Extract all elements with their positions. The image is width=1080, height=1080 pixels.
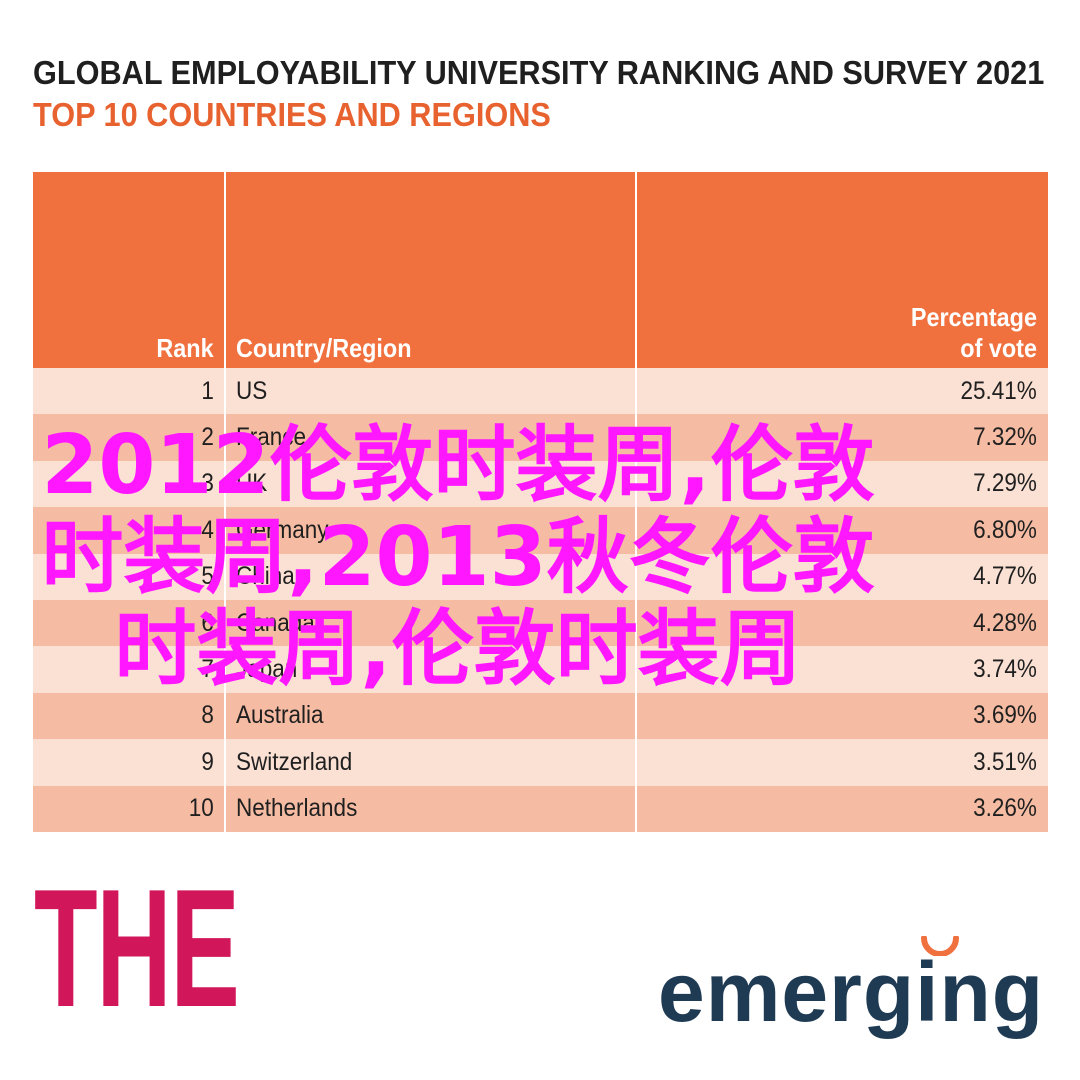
- country-cell-text: Australia: [236, 701, 324, 730]
- header-rank: Rank: [33, 172, 226, 368]
- country-cell: Canada: [226, 599, 637, 647]
- header-country-label: Country/Region: [236, 333, 412, 363]
- country-cell-text: China: [236, 562, 295, 591]
- percentage-cell: 4.77%: [637, 554, 1048, 600]
- country-cell: Netherlands: [226, 785, 637, 832]
- percentage-cell-text: 3.69%: [973, 701, 1037, 730]
- percentage-cell-text: 3.26%: [973, 794, 1037, 823]
- rank-cell-text: 4: [201, 515, 214, 544]
- rank-cell: 9: [33, 739, 226, 786]
- percentage-cell: 7.29%: [637, 461, 1048, 507]
- country-cell: US: [226, 368, 637, 415]
- country-cell-text: Germany: [236, 515, 329, 544]
- ranking-table: Rank Country/Region Percentage of vote 1…: [33, 172, 1048, 832]
- percentage-cell-text: 7.29%: [973, 469, 1037, 498]
- rank-cell-text: 7: [201, 655, 214, 684]
- header-percentage: Percentage of vote: [637, 172, 1048, 368]
- percentage-cell: 7.32%: [637, 414, 1048, 460]
- table-row: 3 UK 7.29%: [33, 460, 1048, 508]
- page-title: GLOBAL EMPLOYABILITY UNIVERSITY RANKING …: [33, 54, 1045, 91]
- table-row: 7 Japan 3.74%: [33, 646, 1048, 693]
- percentage-cell: 6.80%: [637, 507, 1048, 553]
- percentage-cell-text: 7.32%: [973, 423, 1037, 452]
- percentage-cell-text: 3.51%: [973, 747, 1037, 776]
- table-row: 1 US 25.41%: [33, 368, 1048, 415]
- table-row: 2 France 7.32%: [33, 414, 1048, 461]
- country-cell-text: Netherlands: [236, 794, 358, 823]
- country-cell: Germany: [226, 507, 637, 554]
- emerging-logo: emerging: [658, 945, 1045, 1039]
- the-logo: THE: [34, 854, 240, 1042]
- country-cell-text: France: [236, 423, 307, 452]
- percentage-cell-text: 4.77%: [973, 562, 1037, 591]
- percentage-cell: 4.28%: [637, 600, 1048, 646]
- country-cell: France: [226, 414, 637, 461]
- rank-cell: 5: [33, 553, 226, 600]
- rank-cell: 3: [33, 460, 226, 508]
- percentage-cell: 3.74%: [637, 646, 1048, 692]
- header-percentage-label: Percentage of vote: [910, 302, 1037, 363]
- rank-cell-text: 9: [201, 747, 214, 776]
- rank-cell: 6: [33, 599, 226, 647]
- percentage-cell-text: 6.80%: [973, 515, 1037, 544]
- percentage-cell-text: 3.74%: [973, 655, 1037, 684]
- rank-cell: 2: [33, 414, 226, 461]
- percentage-cell-text: 4.28%: [973, 608, 1037, 637]
- page-subtitle: TOP 10 COUNTRIES AND REGIONS: [33, 96, 551, 133]
- rank-cell-text: 3: [201, 469, 214, 498]
- rank-cell-text: 10: [188, 794, 214, 823]
- rank-cell: 10: [33, 785, 226, 832]
- country-cell-text: Japan: [236, 655, 298, 684]
- percentage-cell: 3.51%: [637, 739, 1048, 785]
- country-cell-text: US: [236, 376, 268, 405]
- table-header: Rank Country/Region Percentage of vote: [33, 172, 1048, 368]
- country-cell: China: [226, 553, 637, 600]
- table-row: 9 Switzerland 3.51%: [33, 739, 1048, 786]
- percentage-cell-text: 25.41%: [960, 376, 1037, 405]
- watermark-overlay-text: 2012伦敦时装周,伦敦时装周,2013秋冬伦敦时装周,伦敦时装周: [41, 418, 875, 697]
- rank-cell-text: 1: [201, 376, 214, 405]
- country-cell: Australia: [226, 692, 637, 740]
- rank-cell: 4: [33, 507, 226, 554]
- table-row: 4 Germany 6.80%: [33, 507, 1048, 554]
- percentage-cell: 3.26%: [637, 786, 1048, 832]
- header-country: Country/Region: [226, 172, 637, 368]
- country-cell: UK: [226, 460, 637, 508]
- country-cell: Switzerland: [226, 739, 637, 786]
- rank-cell: 7: [33, 646, 226, 693]
- table-row: 6 Canada 4.28%: [33, 599, 1048, 647]
- header-rank-label: Rank: [156, 333, 214, 363]
- emerging-logo-arc-icon: [921, 936, 959, 956]
- table-body: 1 US 25.41% 2 France 7.32% 3 UK 7.29% 4 Germany 6.8…: [33, 368, 1048, 832]
- country-cell-text: UK: [236, 469, 268, 498]
- table-row: 8 Australia 3.69%: [33, 692, 1048, 740]
- percentage-cell: 3.69%: [637, 693, 1048, 739]
- percentage-cell: 25.41%: [637, 368, 1048, 414]
- country-cell-text: Canada: [236, 608, 315, 637]
- table-row: 10 Netherlands 3.26%: [33, 785, 1048, 832]
- table-row: 5 China 4.77%: [33, 553, 1048, 600]
- rank-cell: 1: [33, 368, 226, 415]
- rank-cell: 8: [33, 692, 226, 740]
- rank-cell-text: 8: [201, 701, 214, 730]
- country-cell: Japan: [226, 646, 637, 693]
- rank-cell-text: 5: [201, 562, 214, 591]
- country-cell-text: Switzerland: [236, 747, 353, 776]
- rank-cell-text: 6: [201, 608, 214, 637]
- rank-cell-text: 2: [201, 423, 214, 452]
